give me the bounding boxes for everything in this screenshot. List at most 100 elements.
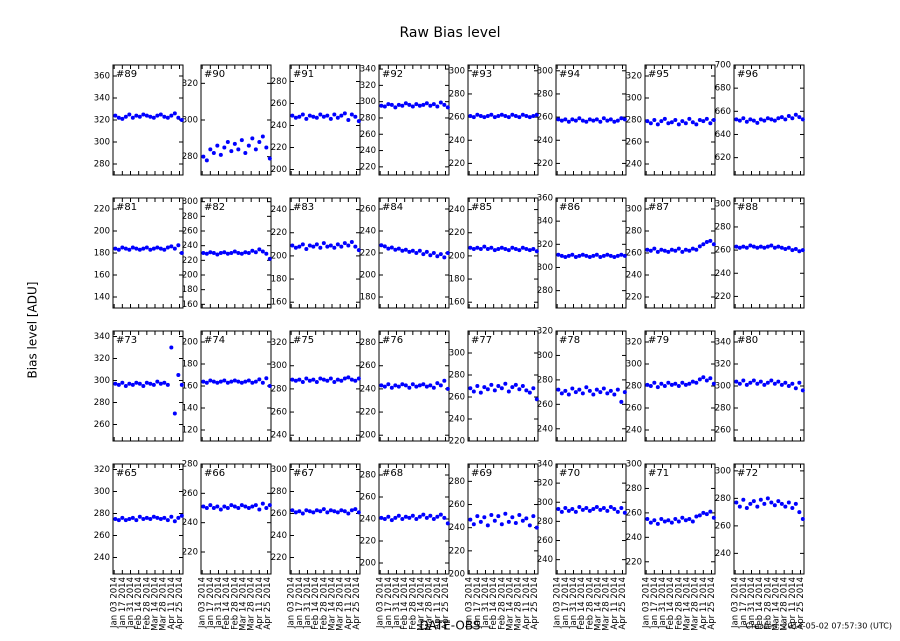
data-point	[144, 245, 149, 250]
data-point	[772, 381, 777, 386]
panel: 280 300 320 340 360 #89	[94, 64, 184, 176]
y-tick-label: 180	[94, 249, 110, 259]
data-point	[201, 251, 206, 255]
data-point	[201, 379, 206, 384]
data-point	[531, 246, 536, 251]
data-point	[531, 386, 536, 391]
plot-area	[112, 197, 184, 309]
data-point	[123, 518, 128, 523]
data-point	[659, 119, 664, 124]
data-point	[492, 115, 497, 120]
data-point	[755, 504, 760, 509]
panel-label: #72	[737, 468, 758, 479]
data-point	[389, 102, 394, 107]
data-point	[605, 252, 610, 257]
data-point	[179, 118, 184, 122]
data-point	[786, 500, 791, 505]
data-point	[158, 246, 163, 251]
data-point	[492, 388, 497, 393]
data-point	[218, 507, 223, 512]
data-point	[506, 519, 511, 524]
y-tick-label: 260	[360, 493, 376, 503]
y-tick-label: 280	[626, 382, 642, 392]
data-point	[769, 117, 774, 122]
data-point	[158, 517, 163, 521]
data-point	[386, 102, 391, 107]
plot-area	[733, 64, 805, 176]
data-point	[407, 385, 412, 390]
data-point	[260, 249, 265, 254]
y-tick-label: 300	[94, 138, 110, 148]
data-point	[162, 380, 167, 385]
data-point	[225, 506, 230, 510]
x-tick-label: Jan 31 2014	[747, 577, 757, 629]
data-point	[648, 121, 653, 126]
data-point	[591, 253, 596, 258]
data-point	[438, 100, 443, 105]
data-point	[496, 514, 501, 519]
data-point	[701, 375, 706, 380]
data-point	[304, 246, 309, 251]
data-point	[151, 115, 156, 120]
y-tick-label: 240	[449, 523, 465, 533]
data-point	[130, 115, 135, 120]
y-tick-label: 260	[182, 489, 198, 499]
x-tick-label: Feb 14 2014	[311, 577, 321, 630]
panel: 240 260 280 300 320 #78	[537, 327, 627, 442]
data-point	[758, 497, 763, 502]
y-tick-label: 120	[182, 426, 198, 436]
data-point	[615, 253, 620, 258]
data-point	[471, 522, 476, 527]
x-tick-label: Jan 31 2014	[214, 577, 224, 629]
data-point	[612, 255, 617, 260]
data-point	[734, 379, 739, 384]
y-tick-label: 280	[360, 338, 376, 348]
panel-label: #66	[204, 468, 225, 479]
x-tick-label: Jan 31 2014	[303, 577, 313, 629]
data-point	[445, 251, 450, 255]
data-point	[666, 121, 671, 126]
data-point	[485, 387, 490, 392]
data-point	[382, 244, 387, 249]
data-point	[648, 384, 653, 388]
data-point	[468, 517, 473, 522]
data-point	[584, 506, 589, 510]
x-tick-label: Feb 14 2014	[755, 577, 765, 630]
data-point	[676, 246, 681, 251]
data-point	[475, 245, 480, 250]
data-point	[652, 380, 657, 385]
x-tick-label: Mar 14 2014	[594, 577, 604, 631]
data-point	[325, 113, 330, 118]
data-point	[389, 245, 394, 250]
data-point	[520, 518, 525, 523]
data-point	[622, 117, 627, 122]
data-point	[342, 111, 347, 116]
data-point	[134, 113, 139, 118]
plot-area	[733, 463, 805, 575]
data-point	[243, 504, 248, 509]
panel: 160 180 200 220 240 260 280 300 #82	[182, 197, 272, 310]
y-tick-label: 300	[182, 197, 198, 207]
data-point	[741, 116, 746, 121]
data-point	[428, 513, 433, 518]
data-point	[260, 134, 265, 139]
x-tick-label: Feb 28 2014	[142, 577, 152, 630]
data-point	[353, 114, 358, 119]
data-point	[393, 515, 398, 520]
data-point	[325, 378, 330, 383]
data-point	[734, 244, 739, 249]
data-point	[321, 114, 326, 119]
data-point	[424, 515, 429, 520]
y-tick-label: 340	[537, 217, 553, 227]
data-point	[225, 140, 230, 144]
y-tick-label: 300	[626, 94, 642, 104]
data-point	[708, 121, 713, 126]
data-point	[148, 114, 153, 119]
x-tick-label: Feb 28 2014	[408, 577, 418, 630]
data-point	[342, 376, 347, 381]
data-point	[680, 119, 685, 124]
data-point	[179, 382, 184, 387]
data-point	[499, 245, 504, 250]
y-tick-label: 220	[182, 256, 198, 266]
